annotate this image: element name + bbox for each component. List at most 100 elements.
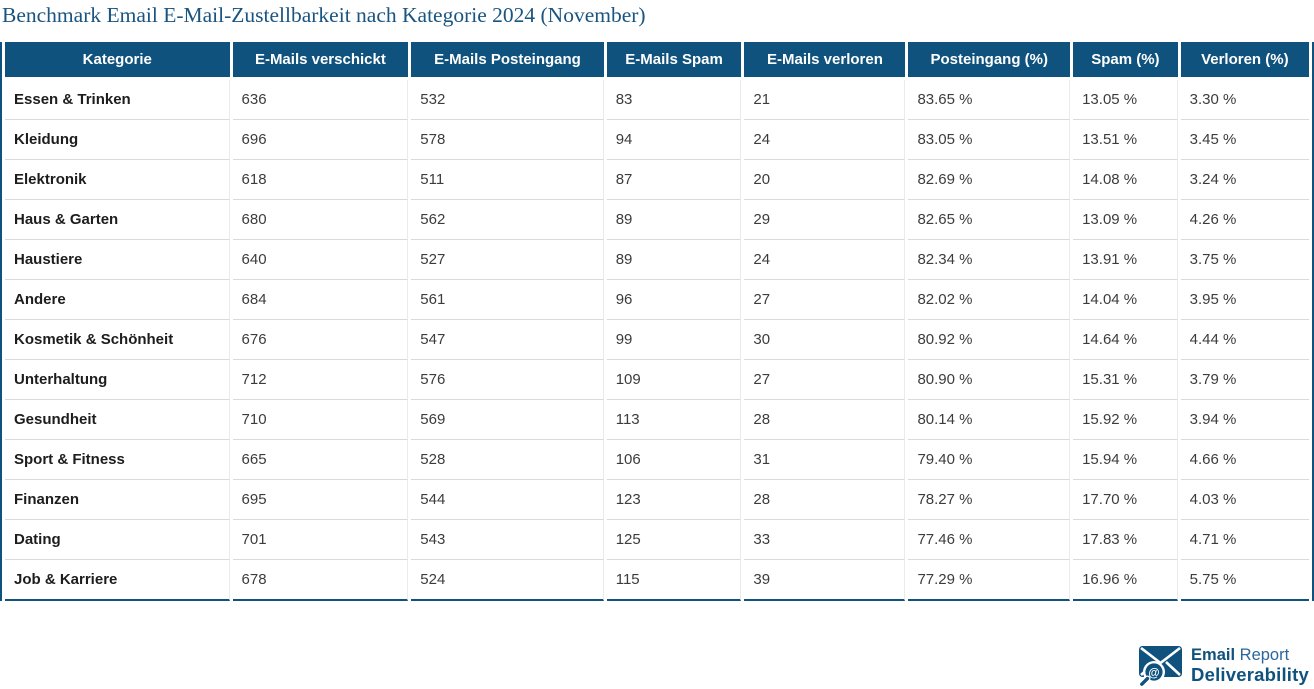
category-cell: Essen & Trinken (5, 80, 230, 120)
value-cell: 87 (606, 160, 742, 200)
category-cell: Unterhaltung (5, 360, 230, 400)
value-cell: 676 (232, 320, 409, 360)
value-cell: 14.04 % (1073, 280, 1178, 320)
value-cell: 96 (606, 280, 742, 320)
value-cell: 79.40 % (908, 440, 1071, 480)
value-cell: 3.45 % (1180, 120, 1309, 160)
column-header-3: E-Mails Spam (606, 42, 742, 80)
table-row: Finanzen 695 544 123 28 78.27 % 17.70 % 4.03 % (5, 480, 1309, 520)
value-cell: 28 (744, 480, 906, 520)
table-row: Gesundheit 710 569 113 28 80.14 % 15.92 % 3.94 … (5, 400, 1309, 440)
category-cell: Sport & Fitness (5, 440, 230, 480)
value-cell: 3.79 % (1180, 360, 1309, 400)
category-cell: Haustiere (5, 240, 230, 280)
table-body: Essen & Trinken 636 532 83 21 83.65 % 13.05 % 3… (5, 80, 1309, 601)
value-cell: 701 (232, 520, 409, 560)
value-cell: 80.90 % (908, 360, 1071, 400)
brand-name-email: Email (1191, 646, 1236, 664)
value-cell: 640 (232, 240, 409, 280)
brand-name-line: Email Report (1191, 646, 1309, 665)
value-cell: 4.03 % (1180, 480, 1309, 520)
value-cell: 543 (411, 520, 604, 560)
value-cell: 680 (232, 200, 409, 240)
page-title: Benchmark Email E-Mail-Zustellbarkeit na… (2, 3, 646, 27)
value-cell: 696 (232, 120, 409, 160)
value-cell: 33 (744, 520, 906, 560)
svg-text:@: @ (1148, 667, 1159, 679)
value-cell: 4.26 % (1180, 200, 1309, 240)
value-cell: 618 (232, 160, 409, 200)
value-cell: 665 (232, 440, 409, 480)
value-cell: 125 (606, 520, 742, 560)
value-cell: 15.92 % (1073, 400, 1178, 440)
value-cell: 15.31 % (1073, 360, 1178, 400)
value-cell: 82.02 % (908, 280, 1071, 320)
value-cell: 83.05 % (908, 120, 1071, 160)
value-cell: 30 (744, 320, 906, 360)
value-cell: 4.44 % (1180, 320, 1309, 360)
value-cell: 695 (232, 480, 409, 520)
value-cell: 106 (606, 440, 742, 480)
value-cell: 89 (606, 240, 742, 280)
value-cell: 3.95 % (1180, 280, 1309, 320)
table-row: Dating 701 543 125 33 77.46 % 17.83 % 4.71 % (5, 520, 1309, 560)
value-cell: 123 (606, 480, 742, 520)
value-cell: 528 (411, 440, 604, 480)
value-cell: 13.51 % (1073, 120, 1178, 160)
value-cell: 28 (744, 400, 906, 440)
column-header-5: Posteingang (%) (908, 42, 1071, 80)
value-cell: 15.94 % (1073, 440, 1178, 480)
value-cell: 83 (606, 80, 742, 120)
footer: @ Email Report Deliverability (1137, 645, 1309, 686)
value-cell: 31 (744, 440, 906, 480)
value-cell: 113 (606, 400, 742, 440)
envelope-magnifier-at-icon: @ (1138, 646, 1183, 686)
value-cell: 14.64 % (1073, 320, 1178, 360)
category-cell: Dating (5, 520, 230, 560)
table-row: Job & Karriere 678 524 115 39 77.29 % 16.96 % 5… (5, 560, 1309, 601)
brand-name-deliverability: Deliverability (1191, 664, 1309, 685)
value-cell: 82.69 % (908, 160, 1071, 200)
value-cell: 3.24 % (1180, 160, 1309, 200)
value-cell: 78.27 % (908, 480, 1071, 520)
value-cell: 13.09 % (1073, 200, 1178, 240)
value-cell: 5.75 % (1180, 560, 1309, 601)
value-cell: 109 (606, 360, 742, 400)
value-cell: 82.65 % (908, 200, 1071, 240)
table-row: Unterhaltung 712 576 109 27 80.90 % 15.31 % 3.7… (5, 360, 1309, 400)
value-cell: 39 (744, 560, 906, 601)
value-cell: 710 (232, 400, 409, 440)
brand-logo: @ Email Report Deliverability (1137, 645, 1309, 686)
value-cell: 80.14 % (908, 400, 1071, 440)
column-header-7: Verloren (%) (1180, 42, 1309, 80)
benchmark-table: Kategorie E-Mails verschickt E-Mails Poste… (0, 42, 1314, 601)
value-cell: 13.91 % (1073, 240, 1178, 280)
value-cell: 678 (232, 560, 409, 601)
value-cell: 24 (744, 240, 906, 280)
value-cell: 527 (411, 240, 604, 280)
value-cell: 94 (606, 120, 742, 160)
value-cell: 532 (411, 80, 604, 120)
category-cell: Finanzen (5, 480, 230, 520)
column-header-4: E-Mails verloren (744, 42, 906, 80)
value-cell: 16.96 % (1073, 560, 1178, 601)
logo-text: Email Report Deliverability (1191, 646, 1309, 685)
value-cell: 511 (411, 160, 604, 200)
value-cell: 562 (411, 200, 604, 240)
value-cell: 99 (606, 320, 742, 360)
value-cell: 17.83 % (1073, 520, 1178, 560)
category-cell: Gesundheit (5, 400, 230, 440)
column-header-1: E-Mails verschickt (232, 42, 409, 80)
column-header-6: Spam (%) (1073, 42, 1178, 80)
value-cell: 14.08 % (1073, 160, 1178, 200)
table-row: Kleidung 696 578 94 24 83.05 % 13.51 % 3.45 % (5, 120, 1309, 160)
value-cell: 21 (744, 80, 906, 120)
table-row: Haus & Garten 680 562 89 29 82.65 % 13.09 % 4.2… (5, 200, 1309, 240)
value-cell: 547 (411, 320, 604, 360)
value-cell: 13.05 % (1073, 80, 1178, 120)
value-cell: 20 (744, 160, 906, 200)
brand-name-report: Report (1239, 646, 1290, 664)
table-row: Haustiere 640 527 89 24 82.34 % 13.91 % 3.75 % (5, 240, 1309, 280)
category-cell: Elektronik (5, 160, 230, 200)
value-cell: 4.71 % (1180, 520, 1309, 560)
